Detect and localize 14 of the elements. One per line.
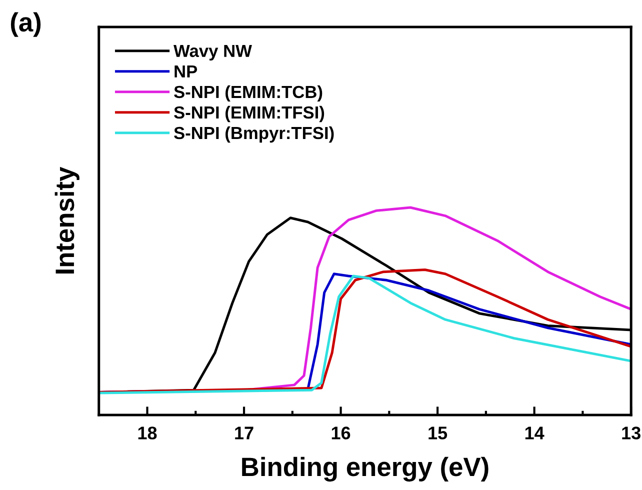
legend-label: S-NPI (Bmpyr:TFSI) xyxy=(174,126,334,143)
legend-label: S-NPI (EMIM:TFSI) xyxy=(174,106,324,122)
legend-label: NP xyxy=(174,65,198,78)
x-tick-label: 16 xyxy=(332,426,350,440)
x-tick-label: 18 xyxy=(138,426,157,440)
x-axis-title: Binding energy (eV) xyxy=(242,456,488,482)
x-tick-label: 17 xyxy=(235,426,254,440)
x-tick-label: 13 xyxy=(622,426,640,440)
y-axis-title: Intensity xyxy=(54,166,80,274)
x-tick-label: 14 xyxy=(525,426,544,440)
legend-label: S-NPI (EMIM:TCB) xyxy=(174,85,322,102)
x-tick-label: 15 xyxy=(428,426,448,440)
text: (a) xyxy=(10,12,41,37)
legend-label: Wavy NW xyxy=(174,44,252,60)
